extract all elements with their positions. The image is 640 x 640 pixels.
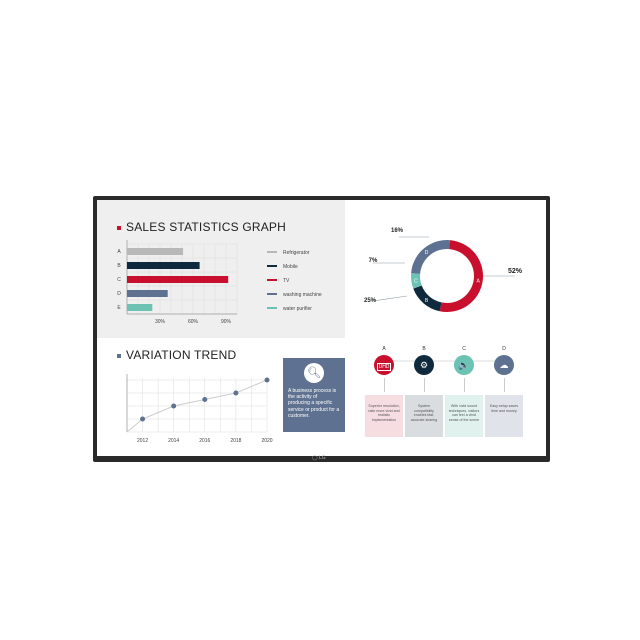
data-point <box>264 377 270 383</box>
x-tick-label: 30% <box>155 319 166 325</box>
percent-label: 7% <box>369 258 378 264</box>
percent-label: 16% <box>391 228 404 234</box>
category-label: D <box>117 291 121 297</box>
trend-panel: VARIATION TREND 2012 2014 2016 2018 2020 🔍︎ … <box>97 338 345 456</box>
leader-line <box>372 295 408 302</box>
category-label: A <box>117 249 121 255</box>
feature-letter: A <box>382 346 386 352</box>
feature-D: D ☁ Easy setup saves time and money <box>485 346 523 437</box>
feature-description: Easy setup saves time and money <box>485 395 523 437</box>
slice-D <box>411 240 450 274</box>
donut-chart: A 52% B 16% C 7% D 25% <box>364 228 523 312</box>
x-tick-label: 60% <box>188 319 199 325</box>
slice-letter: B <box>425 298 429 304</box>
connector-line <box>463 378 465 392</box>
feature-description: System compatibility enables fast, accur… <box>405 395 443 437</box>
trend-line <box>126 379 268 433</box>
connector-line <box>503 378 505 392</box>
bullet-icon <box>117 225 121 230</box>
info-card: 🔍︎ A business process is the activity of… <box>283 358 345 432</box>
info-text: A business process is the activity of pr… <box>288 388 340 419</box>
bar-A <box>127 248 184 255</box>
bar-C <box>127 276 229 283</box>
share-panel: A 52% B 16% C 7% D 25% <box>345 200 546 338</box>
trend-title: VARIATION TREND <box>117 348 236 362</box>
bar-chart: A Refrigerator B Mobile C TV D washing machine E… <box>117 240 322 325</box>
feature-C: C 🔈 With vivid sound techniques, visitor… <box>445 346 483 437</box>
network-icon: ☁ <box>494 355 514 375</box>
x-tick-label: 2012 <box>137 438 148 444</box>
legend-label: Refrigerator <box>283 250 310 256</box>
slice-letter: A <box>477 278 481 284</box>
data-point <box>202 397 208 402</box>
bar-D <box>127 290 168 297</box>
legend-label: water purifier <box>283 306 312 312</box>
x-tick-label: 2018 <box>230 438 241 444</box>
x-tick-label: 2020 <box>261 438 272 444</box>
feature-letter: C <box>462 346 466 352</box>
connector-line <box>423 378 425 392</box>
line-chart: 2012 2014 2016 2018 2020 <box>126 374 273 444</box>
category-label: C <box>117 277 121 283</box>
x-tick-label: 90% <box>221 319 232 325</box>
slice-letter: D <box>425 250 429 256</box>
data-point <box>171 403 177 409</box>
percent-label: 25% <box>364 298 377 304</box>
x-tick-label: 2014 <box>168 438 179 444</box>
feature-letter: D <box>502 346 506 352</box>
lg-logo: ◯ LG <box>312 455 326 461</box>
legend-label: washing machine <box>283 292 322 298</box>
x-tick-label: 2016 <box>199 438 210 444</box>
slice-C <box>411 273 422 289</box>
slice-letter: C <box>414 278 418 284</box>
speaker-icon: 🔈 <box>454 355 474 375</box>
bullet-icon <box>117 353 121 358</box>
sales-title: SALES STATISTICS GRAPH <box>117 220 286 234</box>
screen: SALES STATISTICS GRAPH A Refrigerator B Mob… <box>97 200 546 456</box>
bar-B <box>127 262 200 269</box>
connector-line <box>383 378 385 392</box>
legend-label: Mobile <box>283 264 298 270</box>
display-monitor: SALES STATISTICS GRAPH A Refrigerator B Mob… <box>93 196 550 462</box>
percent-label: 52% <box>508 268 523 275</box>
category-label: B <box>117 263 121 269</box>
feature-A: A UHD Superior resolution, ratio more vi… <box>365 346 403 437</box>
gear-icon: ⚙ <box>414 355 434 375</box>
feature-description: With vivid sound techniques, visitors ca… <box>445 395 483 437</box>
bar-E <box>127 304 153 311</box>
sales-title-text: SALES STATISTICS GRAPH <box>126 220 286 234</box>
brand-text: LG <box>319 455 326 461</box>
legend-label: TV <box>283 278 290 284</box>
feature-letter: B <box>422 346 426 352</box>
slice-B <box>413 285 442 312</box>
magnifier-icon: 🔍︎ <box>304 363 324 383</box>
data-point <box>233 390 239 396</box>
feature-B: B ⚙ System compatibility enables fast, a… <box>405 346 443 437</box>
uhd-icon: UHD <box>374 355 394 375</box>
category-label: E <box>117 305 121 311</box>
features-panel: A UHD Superior resolution, ratio more vi… <box>345 338 546 456</box>
sales-panel: SALES STATISTICS GRAPH A Refrigerator B Mob… <box>97 200 345 338</box>
trend-title-text: VARIATION TREND <box>126 348 237 362</box>
slice-A <box>439 240 483 312</box>
data-point <box>140 416 146 422</box>
feature-description: Superior resolution, ratio more vivid an… <box>365 395 403 437</box>
